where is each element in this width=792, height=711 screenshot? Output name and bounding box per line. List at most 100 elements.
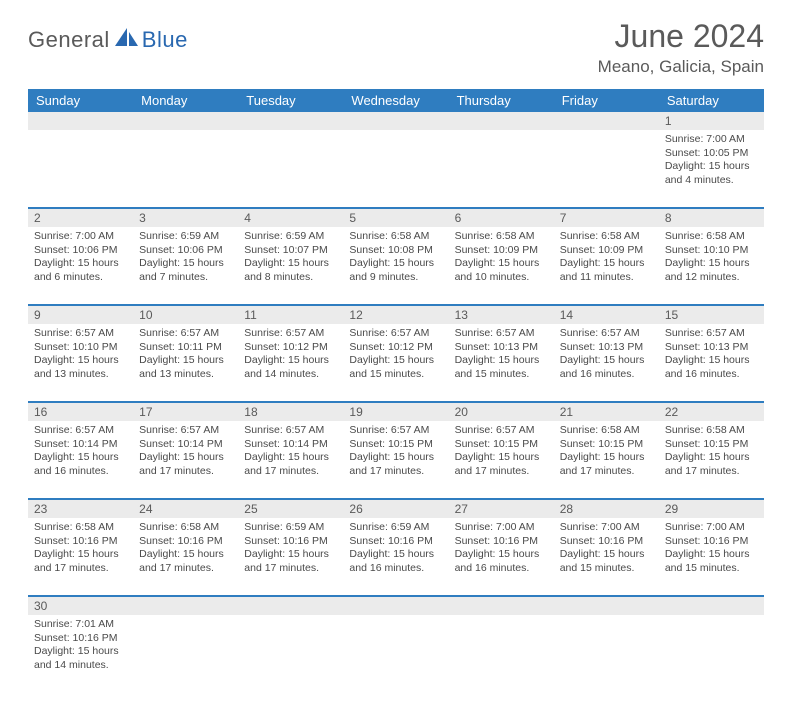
calendar-cell: [554, 615, 659, 693]
calendar-body: 1 Sunrise: 7:00 AMSunset: 10:05 PMDayligh…: [28, 112, 764, 693]
calendar-cell: Sunrise: 6:58 AMSunset: 10:09 PMDaylight…: [449, 227, 554, 305]
day-number: 1: [659, 112, 764, 130]
calendar-cell: Sunrise: 6:57 AMSunset: 10:12 PMDaylight…: [343, 324, 448, 402]
logo-sail-icon: [114, 26, 140, 53]
day-header-fri: Friday: [554, 89, 659, 112]
day-number: 11: [238, 305, 343, 324]
content-row: Sunrise: 7:00 AMSunset: 10:05 PMDaylight…: [28, 130, 764, 208]
calendar-cell: Sunrise: 7:00 AMSunset: 10:16 PMDaylight…: [659, 518, 764, 596]
day-number: [28, 112, 133, 130]
calendar-cell: Sunrise: 6:57 AMSunset: 10:14 PMDaylight…: [28, 421, 133, 499]
day-header-thu: Thursday: [449, 89, 554, 112]
cell-details: Sunrise: 6:59 AMSunset: 10:16 PMDaylight…: [349, 521, 442, 576]
cell-details: Sunrise: 7:01 AMSunset: 10:16 PMDaylight…: [34, 618, 127, 673]
content-row: Sunrise: 6:58 AMSunset: 10:16 PMDaylight…: [28, 518, 764, 596]
location-text: Meano, Galicia, Spain: [598, 57, 764, 77]
calendar-cell: Sunrise: 6:59 AMSunset: 10:16 PMDaylight…: [343, 518, 448, 596]
daynum-row: 1: [28, 112, 764, 130]
day-header-mon: Monday: [133, 89, 238, 112]
cell-details: Sunrise: 6:57 AMSunset: 10:12 PMDaylight…: [244, 327, 337, 382]
day-number: [343, 596, 448, 615]
cell-details: Sunrise: 6:57 AMSunset: 10:13 PMDaylight…: [560, 327, 653, 382]
calendar-cell: [659, 615, 764, 693]
cell-details: Sunrise: 6:57 AMSunset: 10:15 PMDaylight…: [455, 424, 548, 479]
cell-details: Sunrise: 6:57 AMSunset: 10:13 PMDaylight…: [455, 327, 548, 382]
day-number: [238, 596, 343, 615]
cell-details: Sunrise: 6:57 AMSunset: 10:12 PMDaylight…: [349, 327, 442, 382]
calendar-cell: Sunrise: 6:59 AMSunset: 10:07 PMDaylight…: [238, 227, 343, 305]
calendar-cell: Sunrise: 7:00 AMSunset: 10:05 PMDaylight…: [659, 130, 764, 208]
cell-details: Sunrise: 6:57 AMSunset: 10:11 PMDaylight…: [139, 327, 232, 382]
day-number: 20: [449, 402, 554, 421]
day-number: 30: [28, 596, 133, 615]
day-number: [449, 112, 554, 130]
day-number: 19: [343, 402, 448, 421]
day-number: 17: [133, 402, 238, 421]
calendar-cell: Sunrise: 6:58 AMSunset: 10:15 PMDaylight…: [554, 421, 659, 499]
calendar-cell: Sunrise: 6:57 AMSunset: 10:13 PMDaylight…: [659, 324, 764, 402]
calendar-cell: [28, 130, 133, 208]
content-row: Sunrise: 7:01 AMSunset: 10:16 PMDaylight…: [28, 615, 764, 693]
calendar-cell: Sunrise: 6:58 AMSunset: 10:16 PMDaylight…: [28, 518, 133, 596]
day-number: 21: [554, 402, 659, 421]
calendar-cell: Sunrise: 6:58 AMSunset: 10:09 PMDaylight…: [554, 227, 659, 305]
day-number: [554, 112, 659, 130]
cell-details: Sunrise: 7:00 AMSunset: 10:06 PMDaylight…: [34, 230, 127, 285]
day-number: 27: [449, 499, 554, 518]
day-number: 16: [28, 402, 133, 421]
calendar-cell: Sunrise: 6:57 AMSunset: 10:15 PMDaylight…: [343, 421, 448, 499]
day-header-sun: Sunday: [28, 89, 133, 112]
cell-details: Sunrise: 6:57 AMSunset: 10:14 PMDaylight…: [34, 424, 127, 479]
cell-details: Sunrise: 6:58 AMSunset: 10:09 PMDaylight…: [560, 230, 653, 285]
calendar-cell: Sunrise: 6:57 AMSunset: 10:15 PMDaylight…: [449, 421, 554, 499]
day-number: [133, 112, 238, 130]
daynum-row: 30: [28, 596, 764, 615]
day-number: 24: [133, 499, 238, 518]
calendar-cell: Sunrise: 6:58 AMSunset: 10:15 PMDaylight…: [659, 421, 764, 499]
day-number: 6: [449, 208, 554, 227]
calendar-cell: Sunrise: 6:57 AMSunset: 10:10 PMDaylight…: [28, 324, 133, 402]
calendar-cell: Sunrise: 6:58 AMSunset: 10:08 PMDaylight…: [343, 227, 448, 305]
day-number: 4: [238, 208, 343, 227]
calendar-cell: Sunrise: 7:00 AMSunset: 10:16 PMDaylight…: [449, 518, 554, 596]
content-row: Sunrise: 6:57 AMSunset: 10:10 PMDaylight…: [28, 324, 764, 402]
day-number: 18: [238, 402, 343, 421]
header: General Blue June 2024 Meano, Galicia, S…: [28, 18, 764, 77]
content-row: Sunrise: 7:00 AMSunset: 10:06 PMDaylight…: [28, 227, 764, 305]
calendar-cell: Sunrise: 6:57 AMSunset: 10:13 PMDaylight…: [449, 324, 554, 402]
logo: General Blue: [28, 26, 188, 53]
logo-text-part2: Blue: [142, 27, 188, 53]
title-block: June 2024 Meano, Galicia, Spain: [598, 18, 764, 77]
calendar-cell: Sunrise: 6:58 AMSunset: 10:10 PMDaylight…: [659, 227, 764, 305]
calendar-cell: Sunrise: 6:57 AMSunset: 10:11 PMDaylight…: [133, 324, 238, 402]
day-number: [554, 596, 659, 615]
cell-details: Sunrise: 7:00 AMSunset: 10:05 PMDaylight…: [665, 133, 758, 188]
calendar-cell: Sunrise: 7:00 AMSunset: 10:16 PMDaylight…: [554, 518, 659, 596]
day-number: [449, 596, 554, 615]
cell-details: Sunrise: 6:57 AMSunset: 10:14 PMDaylight…: [139, 424, 232, 479]
calendar-cell: [133, 615, 238, 693]
day-header-tue: Tuesday: [238, 89, 343, 112]
daynum-row: 9101112131415: [28, 305, 764, 324]
day-number: 5: [343, 208, 448, 227]
cell-details: Sunrise: 6:59 AMSunset: 10:16 PMDaylight…: [244, 521, 337, 576]
daynum-row: 2345678: [28, 208, 764, 227]
cell-details: Sunrise: 6:57 AMSunset: 10:14 PMDaylight…: [244, 424, 337, 479]
calendar-cell: [554, 130, 659, 208]
day-number: 13: [449, 305, 554, 324]
day-number: 8: [659, 208, 764, 227]
day-number: 7: [554, 208, 659, 227]
cell-details: Sunrise: 6:58 AMSunset: 10:08 PMDaylight…: [349, 230, 442, 285]
cell-details: Sunrise: 6:58 AMSunset: 10:15 PMDaylight…: [665, 424, 758, 479]
cell-details: Sunrise: 6:57 AMSunset: 10:10 PMDaylight…: [34, 327, 127, 382]
day-number: 23: [28, 499, 133, 518]
calendar-cell: [238, 130, 343, 208]
day-header-row: Sunday Monday Tuesday Wednesday Thursday…: [28, 89, 764, 112]
day-number: 25: [238, 499, 343, 518]
day-number: 26: [343, 499, 448, 518]
calendar-cell: Sunrise: 6:57 AMSunset: 10:14 PMDaylight…: [133, 421, 238, 499]
day-number: 29: [659, 499, 764, 518]
day-number: 10: [133, 305, 238, 324]
content-row: Sunrise: 6:57 AMSunset: 10:14 PMDaylight…: [28, 421, 764, 499]
day-number: 2: [28, 208, 133, 227]
